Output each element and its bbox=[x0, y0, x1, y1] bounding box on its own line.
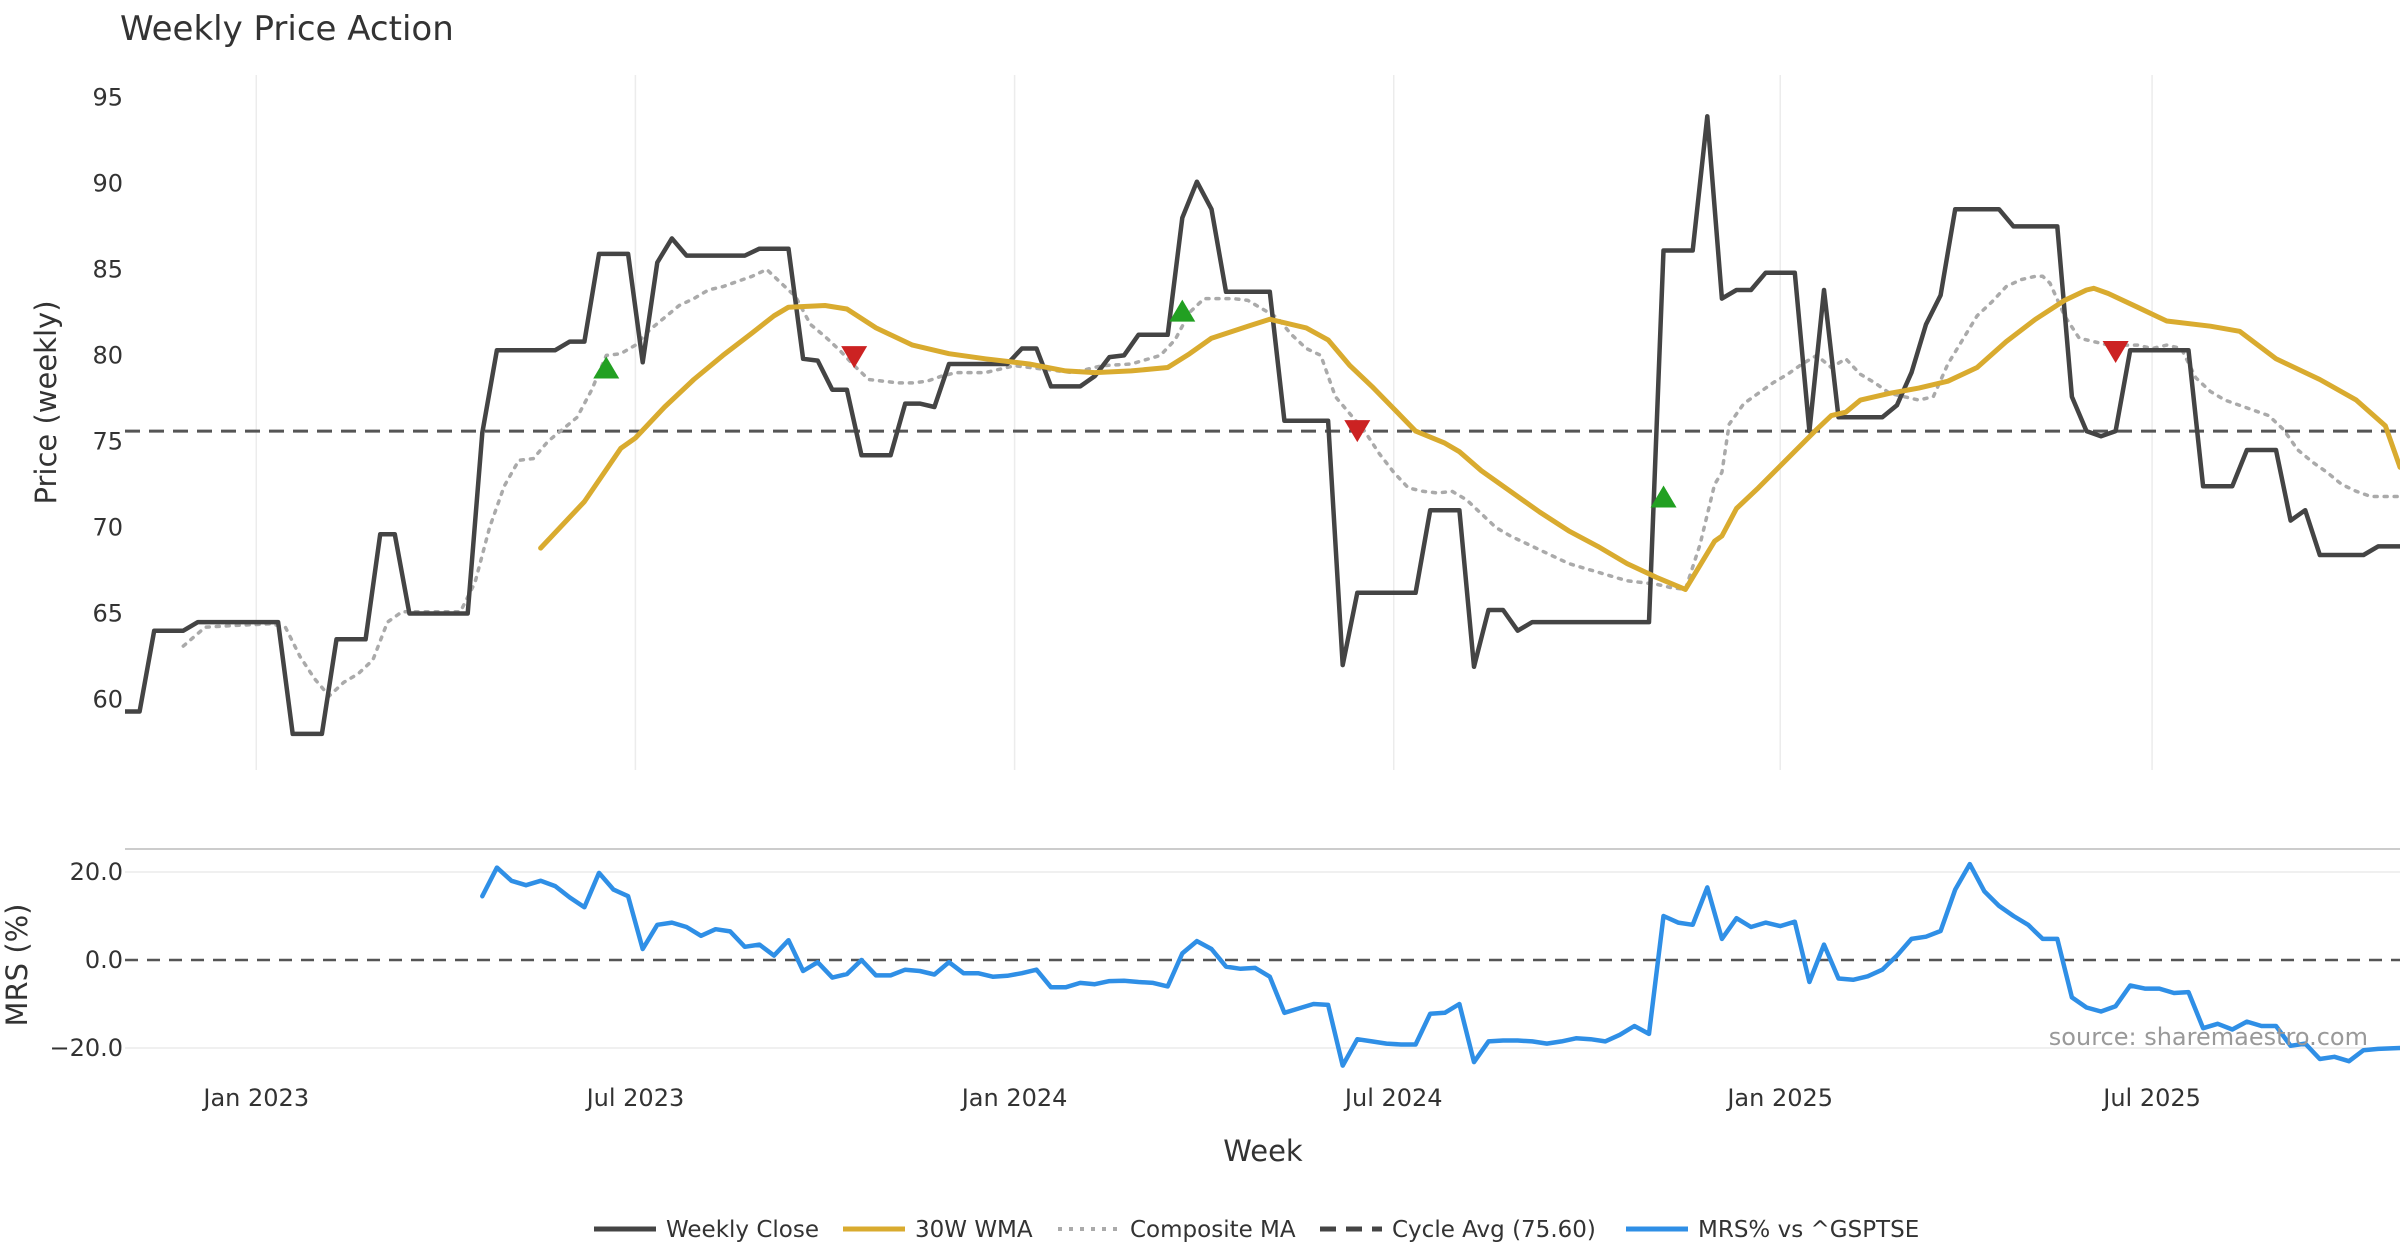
source-credit: source: sharemaestro.com bbox=[2049, 1023, 2368, 1051]
mrs-series-group bbox=[480, 861, 2400, 1068]
sell-signal-marker-6 bbox=[2102, 340, 2129, 363]
price-y-tick-90: 90 bbox=[92, 169, 123, 197]
price-y-tick-65: 65 bbox=[92, 599, 123, 627]
x-tick-jul-2025: Jul 2025 bbox=[2101, 1084, 2201, 1112]
legend-label: Composite MA bbox=[1130, 1217, 1296, 1243]
legend-item-cycle-avg-75-60: Cycle Avg (75.60) bbox=[1320, 1217, 1596, 1243]
buy-signal-marker-5 bbox=[1650, 485, 1677, 508]
legend-item-weekly-close: Weekly Close bbox=[594, 1217, 819, 1243]
mrs-y-tick-0: 0.0 bbox=[85, 946, 123, 974]
legend: Weekly Close 30W WMA Composite MA Cycle Avg… bbox=[594, 1217, 1919, 1243]
price-panel: 60 65 70 75 80 85 90 95 Price (weekly) bbox=[29, 75, 2400, 770]
x-tick-jan-2025: Jan 2025 bbox=[1725, 1084, 1833, 1112]
price-y-tick-80: 80 bbox=[92, 341, 123, 369]
price-y-tick-60: 60 bbox=[92, 685, 123, 713]
legend-item-mrs-vs-gsptse: MRS% vs ^GSPTSE bbox=[1626, 1217, 1919, 1243]
sell-signal-marker-2 bbox=[841, 346, 868, 369]
price-y-tick-95: 95 bbox=[92, 83, 123, 111]
x-tick-jul-2023: Jul 2023 bbox=[585, 1084, 685, 1112]
mrs-panel: 20.0 0.0 −20.0 MRS (%) bbox=[0, 848, 2400, 1068]
mrs-y-axis-label: MRS (%) bbox=[0, 904, 34, 1027]
weekly-close-line bbox=[125, 114, 2400, 737]
mrs-y-tick-neg20: −20.0 bbox=[49, 1034, 123, 1062]
price-y-tick-85: 85 bbox=[92, 255, 123, 283]
buy-signal-marker-3 bbox=[1169, 299, 1196, 322]
legend-label: Weekly Close bbox=[666, 1217, 819, 1243]
chart-title: Weekly Price Action bbox=[120, 9, 454, 49]
price-y-axis-label: Price (weekly) bbox=[29, 300, 63, 504]
legend-label: Cycle Avg (75.60) bbox=[1392, 1217, 1596, 1243]
buy-signal-marker-1 bbox=[593, 356, 620, 379]
mrs-line bbox=[480, 861, 2400, 1068]
price-y-tick-70: 70 bbox=[92, 513, 123, 541]
legend-label: MRS% vs ^GSPTSE bbox=[1698, 1217, 1919, 1243]
x-tick-jan-2024: Jan 2024 bbox=[960, 1084, 1068, 1112]
price-y-tick-75: 75 bbox=[92, 427, 123, 455]
x-tick-jan-2023: Jan 2023 bbox=[201, 1084, 309, 1112]
legend-label: 30W WMA bbox=[915, 1217, 1033, 1243]
mrs-y-tick-20: 20.0 bbox=[70, 858, 123, 886]
x-axis: Jan 2023 Jul 2023 Jan 2024 Jul 2024 Jan 2025… bbox=[201, 1084, 2201, 1112]
price-series-group bbox=[125, 114, 2400, 737]
sell-signal-marker-4 bbox=[1344, 420, 1371, 443]
x-axis-label: Week bbox=[1223, 1134, 1303, 1168]
30w-wma-line bbox=[538, 285, 2400, 592]
legend-item-composite-ma: Composite MA bbox=[1058, 1217, 1296, 1243]
x-tick-jul-2024: Jul 2024 bbox=[1343, 1084, 1443, 1112]
legend-item-30w-wma: 30W WMA bbox=[843, 1217, 1033, 1243]
